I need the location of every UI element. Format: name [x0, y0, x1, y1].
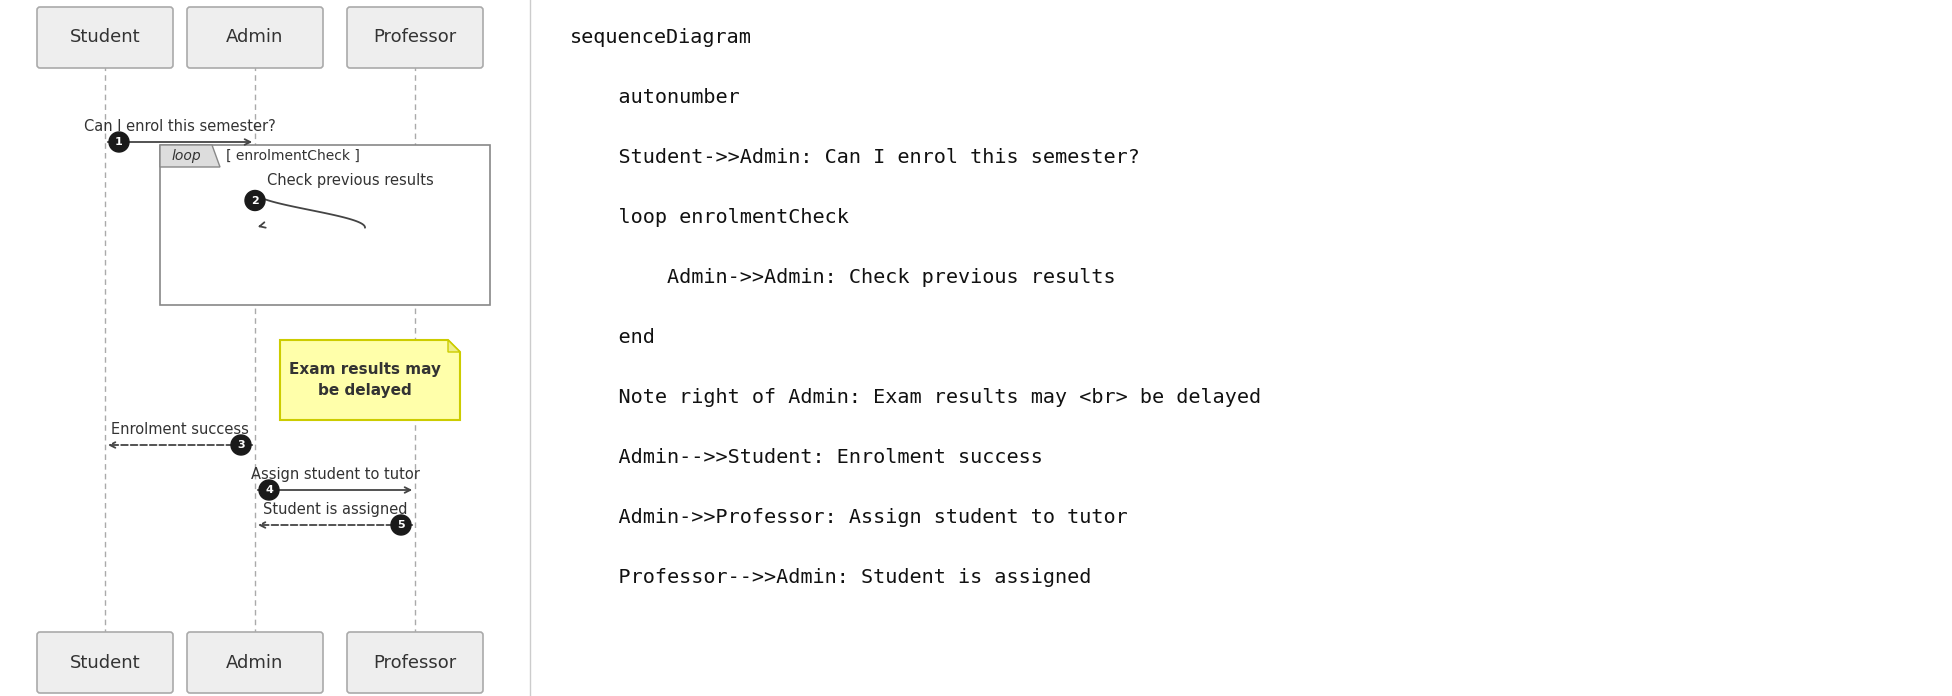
- Text: Check previous results: Check previous results: [267, 173, 433, 187]
- FancyBboxPatch shape: [187, 632, 322, 693]
- FancyBboxPatch shape: [347, 7, 482, 68]
- Circle shape: [230, 435, 252, 455]
- Text: 4: 4: [265, 485, 273, 495]
- Text: Admin: Admin: [226, 654, 283, 672]
- FancyBboxPatch shape: [187, 7, 322, 68]
- Text: 5: 5: [396, 520, 404, 530]
- Text: Admin->>Professor: Assign student to tutor: Admin->>Professor: Assign student to tut…: [570, 508, 1128, 527]
- Text: sequenceDiagram: sequenceDiagram: [570, 28, 752, 47]
- Text: Exam results may
be delayed: Exam results may be delayed: [289, 362, 441, 398]
- Text: Can I enrol this semester?: Can I enrol this semester?: [84, 119, 275, 134]
- Polygon shape: [279, 340, 461, 420]
- Text: Professor-->>Admin: Student is assigned: Professor-->>Admin: Student is assigned: [570, 568, 1091, 587]
- Text: Enrolment success: Enrolment success: [111, 422, 250, 437]
- Text: end: end: [570, 328, 654, 347]
- Polygon shape: [160, 145, 221, 167]
- Text: loop enrolmentCheck: loop enrolmentCheck: [570, 208, 849, 227]
- Text: Assign student to tutor: Assign student to tutor: [250, 467, 420, 482]
- Text: autonumber: autonumber: [570, 88, 740, 107]
- Text: Admin-->>Student: Enrolment success: Admin-->>Student: Enrolment success: [570, 448, 1042, 467]
- Text: Student: Student: [70, 654, 141, 672]
- Text: Admin: Admin: [226, 29, 283, 47]
- Text: 1: 1: [115, 137, 123, 147]
- Circle shape: [260, 480, 279, 500]
- FancyBboxPatch shape: [347, 632, 482, 693]
- Text: [ enrolmentCheck ]: [ enrolmentCheck ]: [226, 149, 359, 163]
- Circle shape: [109, 132, 129, 152]
- Text: Professor: Professor: [373, 654, 457, 672]
- Text: Professor: Professor: [373, 29, 457, 47]
- Circle shape: [390, 515, 412, 535]
- FancyBboxPatch shape: [37, 7, 174, 68]
- Text: 2: 2: [252, 196, 260, 205]
- Text: Student->>Admin: Can I enrol this semester?: Student->>Admin: Can I enrol this semest…: [570, 148, 1140, 167]
- Text: Student is assigned: Student is assigned: [264, 502, 408, 517]
- Circle shape: [246, 191, 265, 210]
- Text: Note right of Admin: Exam results may <br> be delayed: Note right of Admin: Exam results may <b…: [570, 388, 1261, 407]
- Bar: [160, 145, 490, 305]
- Text: 3: 3: [238, 440, 244, 450]
- Polygon shape: [449, 340, 461, 352]
- FancyBboxPatch shape: [37, 632, 174, 693]
- Text: Admin->>Admin: Check previous results: Admin->>Admin: Check previous results: [570, 268, 1117, 287]
- Text: Student: Student: [70, 29, 141, 47]
- Text: loop: loop: [172, 149, 201, 163]
